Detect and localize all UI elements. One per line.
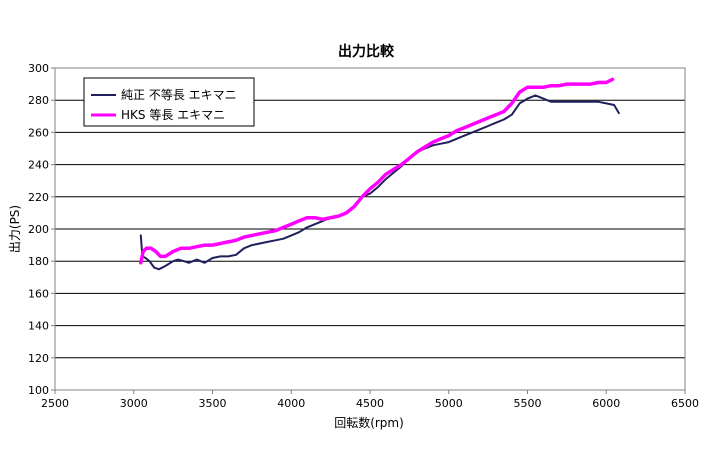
- x-tick-label: 5000: [435, 397, 463, 410]
- y-axis: 100 120 140 160 180 200 220 240 260 280 300: [28, 62, 55, 397]
- y-tick-label: 260: [28, 126, 49, 139]
- y-axis-title: 出力(PS): [8, 205, 22, 253]
- x-tick-label: 3500: [199, 397, 227, 410]
- y-tick-label: 140: [28, 320, 49, 333]
- chart-title: 出力比較: [338, 43, 395, 60]
- series-lines: [139, 77, 620, 271]
- gridlines: [55, 99, 685, 359]
- x-axis-title: 回転数(rpm): [334, 415, 404, 430]
- x-tick-label: 2500: [41, 397, 69, 410]
- x-tick-label: 4000: [277, 397, 305, 410]
- legend-box: [83, 77, 255, 127]
- y-tick-label: 180: [28, 255, 49, 268]
- y-tick-label: 120: [28, 352, 49, 365]
- legend: 純正 不等長 エキマニ HKS 等長 エキマニ: [83, 77, 255, 127]
- x-tick-label: 3000: [120, 397, 148, 410]
- legend-label-series-1: 純正 不等長 エキマニ: [121, 88, 237, 102]
- x-tick-label: 4500: [356, 397, 384, 410]
- y-tick-label: 240: [28, 159, 49, 172]
- y-tick-label: 160: [28, 287, 49, 300]
- x-tick-label: 5500: [514, 397, 542, 410]
- y-tick-label: 100: [28, 384, 49, 397]
- series-line-2: [139, 77, 615, 265]
- x-tick-label: 6500: [671, 397, 699, 410]
- x-tick-label: 6000: [592, 397, 620, 410]
- y-tick-label: 300: [28, 62, 49, 75]
- x-axis: 2500 3000 3500 4000 4500 5000 5500 6000 6500: [41, 390, 699, 410]
- y-tick-label: 280: [28, 94, 49, 107]
- y-tick-label: 200: [28, 223, 49, 236]
- y-tick-label: 220: [28, 191, 49, 204]
- legend-label-series-2: HKS 等長 エキマニ: [121, 108, 225, 122]
